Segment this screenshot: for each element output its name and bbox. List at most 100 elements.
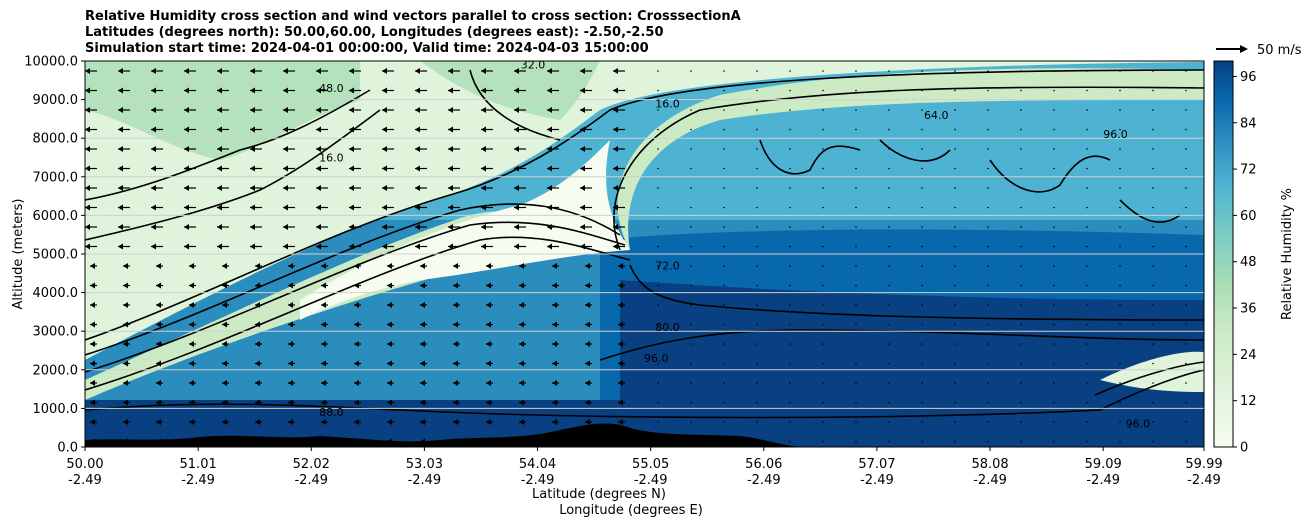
wind-vector — [657, 382, 659, 384]
wind-vector — [453, 302, 460, 308]
wind-vector — [855, 323, 857, 326]
wind-vector — [283, 204, 295, 211]
wind-vector — [1152, 206, 1154, 209]
wind-vector — [250, 126, 262, 133]
wind-vector — [855, 245, 857, 248]
wind-vector — [415, 146, 427, 152]
wind-vector — [822, 245, 824, 248]
wind-vector — [184, 185, 196, 191]
wind-vector — [387, 341, 394, 347]
wind-vector — [387, 380, 394, 386]
wind-vector — [954, 128, 956, 131]
wind-vector — [1020, 304, 1022, 306]
wind-vector — [1020, 362, 1022, 365]
wind-vector — [151, 126, 163, 133]
wind-vector — [888, 304, 890, 306]
wind-vector — [756, 401, 758, 404]
wind-vector — [987, 226, 989, 228]
wind-vector — [855, 382, 857, 384]
title-line-2: Latitudes (degrees north): 50.00,60.00, … — [85, 25, 664, 40]
wind-vector — [657, 187, 659, 189]
wind-vector — [189, 321, 196, 328]
x-tick-lon: -2.49 — [634, 473, 668, 488]
wind-vector — [349, 243, 361, 250]
wind-vector — [415, 204, 427, 211]
wind-vector — [453, 341, 460, 347]
wind-vector — [382, 126, 394, 133]
colorbar-tick-label: 60 — [1240, 209, 1257, 224]
wind-vector — [1053, 187, 1055, 189]
wind-vector — [151, 204, 163, 211]
wind-vector — [822, 440, 824, 443]
wind-vector — [354, 360, 361, 367]
gridlines — [85, 99, 1204, 409]
wind-vector — [756, 343, 758, 345]
wind-vector — [387, 282, 394, 289]
wind-vector — [690, 362, 692, 365]
wind-vector — [613, 243, 625, 250]
wind-vector — [156, 380, 163, 386]
wind-vector — [888, 323, 890, 326]
wind-vector — [184, 224, 196, 230]
wind-vector — [481, 126, 493, 133]
wind-vector — [448, 243, 460, 250]
wind-vector — [552, 399, 559, 406]
wind-vector — [85, 87, 97, 94]
wind-vector — [453, 263, 460, 269]
wind-vector — [151, 224, 163, 230]
wind-vector — [723, 89, 725, 92]
wind-vector — [288, 380, 295, 386]
x-tick-lat: 54.04 — [519, 457, 556, 472]
wind-vector — [1119, 89, 1121, 92]
wind-vector — [1053, 89, 1055, 92]
wind-vector — [156, 360, 163, 367]
wind-vector — [552, 438, 559, 445]
wind-vector — [486, 419, 493, 425]
wind-vector — [1185, 284, 1187, 287]
wind-vector — [1020, 323, 1022, 326]
wind-vector — [420, 341, 427, 347]
y-axis-label: Altitude (meters) — [11, 199, 26, 310]
wind-vector — [255, 282, 262, 289]
wind-vector — [1119, 323, 1121, 326]
wind-vector — [855, 226, 857, 228]
wind-vector — [756, 421, 758, 423]
wind-vector — [481, 185, 493, 191]
wind-vector — [321, 282, 328, 289]
wind-vector — [1119, 382, 1121, 384]
wind-vector — [85, 204, 97, 211]
wind-vector — [90, 341, 97, 347]
wind-vector — [316, 204, 328, 211]
title-line-3: Simulation start time: 2024-04-01 00:00:… — [85, 41, 649, 56]
wind-vector — [255, 302, 262, 308]
wind-vector — [1053, 167, 1055, 170]
wind-vector — [90, 419, 97, 425]
wind-vector — [789, 323, 791, 326]
wind-vector — [822, 128, 824, 131]
y-tick-label: 7000.0 — [33, 170, 79, 185]
wind-vector — [1152, 70, 1154, 72]
wind-vector — [519, 399, 526, 406]
wind-vector — [184, 107, 196, 113]
wind-vector — [387, 399, 394, 406]
wind-vector — [1086, 401, 1088, 404]
wind-vector — [255, 380, 262, 386]
wind-vector — [547, 185, 559, 191]
wind-vector — [1152, 148, 1154, 150]
wind-vector — [613, 87, 625, 94]
wind-vector — [217, 224, 229, 230]
wind-vector — [420, 399, 427, 406]
wind-vector — [580, 87, 592, 94]
x-tick-lat: 52.02 — [293, 457, 330, 472]
x-tick-lon: -2.49 — [408, 473, 442, 488]
x-tick-lon: -2.49 — [747, 473, 781, 488]
y-tick-label: 10000.0 — [24, 55, 78, 70]
wind-vector — [316, 126, 328, 133]
wind-vector — [382, 224, 394, 230]
wind-vector — [283, 107, 295, 113]
wind-vector — [1086, 284, 1088, 287]
wind-vector — [613, 107, 625, 113]
wind-vector — [1119, 304, 1121, 306]
wind-vector — [189, 302, 196, 308]
contour-label: 72.0 — [655, 259, 680, 272]
